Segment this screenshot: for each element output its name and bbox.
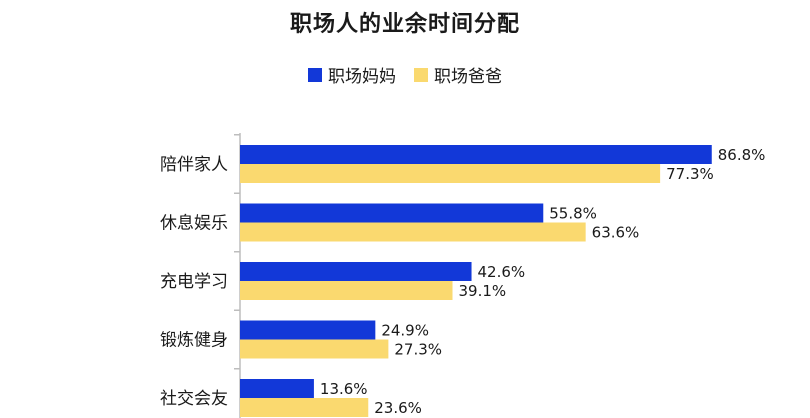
bar-series-1: [240, 281, 453, 300]
bar-series-1: [240, 222, 586, 242]
bar-series-0: [240, 379, 314, 398]
category-label: 社交会友: [160, 389, 228, 409]
data-label-series-1: 63.6%: [592, 224, 640, 242]
data-label-series-0: 24.9%: [381, 322, 429, 340]
legend-label-series-1: 职场爸爸: [434, 67, 502, 87]
bar-series-0: [240, 320, 376, 340]
chart-title: 职场人的业余时间分配: [289, 12, 520, 37]
data-label-series-1: 23.6%: [374, 399, 422, 417]
category-label: 锻炼健身: [160, 331, 228, 351]
bar-series-1: [240, 398, 369, 417]
bar-series-0: [240, 145, 712, 164]
data-label-series-0: 55.8%: [549, 205, 597, 223]
data-label-series-1: 77.3%: [666, 165, 714, 183]
bar-series-0: [240, 203, 544, 223]
category-label: 休息娱乐: [160, 214, 228, 234]
legend-swatch-series-1: [414, 67, 428, 82]
data-label-series-1: 39.1%: [459, 282, 507, 300]
data-label-series-0: 13.6%: [320, 380, 368, 398]
bar-series-1: [240, 339, 389, 359]
legend-item-series-1: 职场爸爸: [414, 62, 502, 87]
category-label: 陪伴家人: [160, 155, 228, 175]
legend-swatch-series-0: [308, 67, 322, 82]
data-label-series-0: 42.6%: [478, 263, 526, 281]
data-label-series-1: 27.3%: [394, 341, 442, 359]
data-label-series-0: 86.8%: [718, 146, 766, 164]
legend: 职场妈妈 职场爸爸: [0, 62, 810, 87]
legend-label-series-0: 职场妈妈: [328, 67, 396, 87]
legend-item-series-0: 职场妈妈: [308, 62, 396, 87]
category-label: 充电学习: [160, 272, 228, 292]
bar-series-1: [240, 164, 661, 183]
bar-series-0: [240, 262, 472, 281]
